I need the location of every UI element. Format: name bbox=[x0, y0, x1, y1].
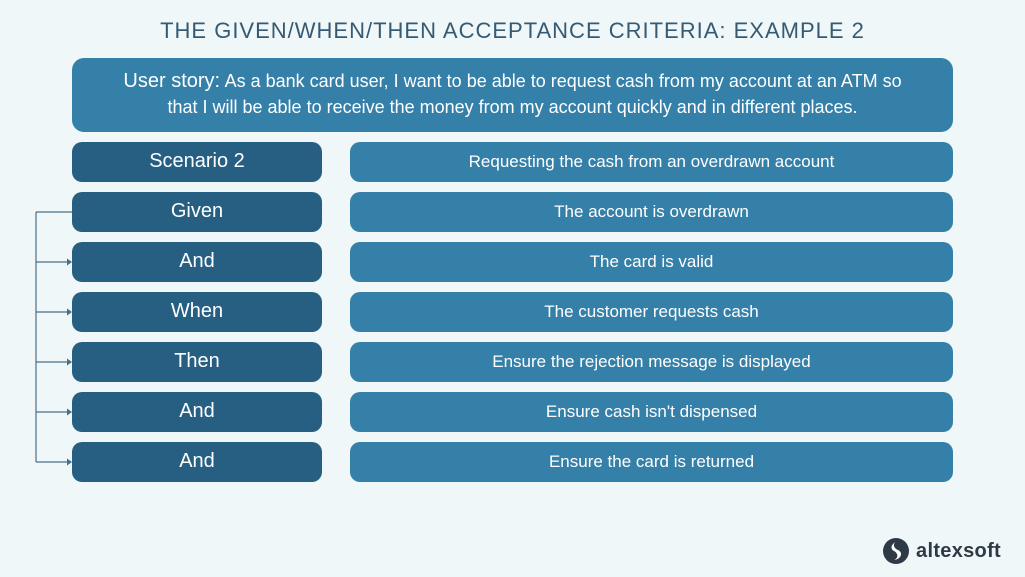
page-title: THE GIVEN/WHEN/THEN ACCEPTANCE CRITERIA:… bbox=[0, 0, 1025, 44]
description-cell: The account is overdrawn bbox=[350, 192, 953, 232]
keyword-cell: And bbox=[72, 442, 322, 482]
brand-text: altexsoft bbox=[916, 540, 1001, 563]
keyword-cell: Then bbox=[72, 342, 322, 382]
scenario-row: And The card is valid bbox=[72, 242, 953, 282]
user-story-body: As a bank card user, I want to be able t… bbox=[167, 71, 901, 117]
scenario-grid: Scenario 2 Requesting the cash from an ov… bbox=[72, 142, 953, 482]
keyword-cell: And bbox=[72, 242, 322, 282]
keyword-cell: And bbox=[72, 392, 322, 432]
description-cell: Requesting the cash from an overdrawn ac… bbox=[350, 142, 953, 182]
brand-logo: altexsoft bbox=[882, 537, 1001, 565]
keyword-cell: When bbox=[72, 292, 322, 332]
user-story-banner: User story: As a bank card user, I want … bbox=[72, 58, 953, 132]
user-story-lead: User story: bbox=[123, 70, 220, 92]
description-cell: The card is valid bbox=[350, 242, 953, 282]
description-cell: Ensure the card is returned bbox=[350, 442, 953, 482]
description-cell: Ensure cash isn't dispensed bbox=[350, 392, 953, 432]
scenario-row: Given The account is overdrawn bbox=[72, 192, 953, 232]
description-cell: The customer requests cash bbox=[350, 292, 953, 332]
scenario-row: And Ensure cash isn't dispensed bbox=[72, 392, 953, 432]
brand-icon bbox=[882, 537, 910, 565]
keyword-cell: Scenario 2 bbox=[72, 142, 322, 182]
scenario-row: And Ensure the card is returned bbox=[72, 442, 953, 482]
keyword-cell: Given bbox=[72, 192, 322, 232]
scenario-row: Then Ensure the rejection message is disp… bbox=[72, 342, 953, 382]
scenario-row: Scenario 2 Requesting the cash from an ov… bbox=[72, 142, 953, 182]
description-cell: Ensure the rejection message is displaye… bbox=[350, 342, 953, 382]
scenario-row: When The customer requests cash bbox=[72, 292, 953, 332]
